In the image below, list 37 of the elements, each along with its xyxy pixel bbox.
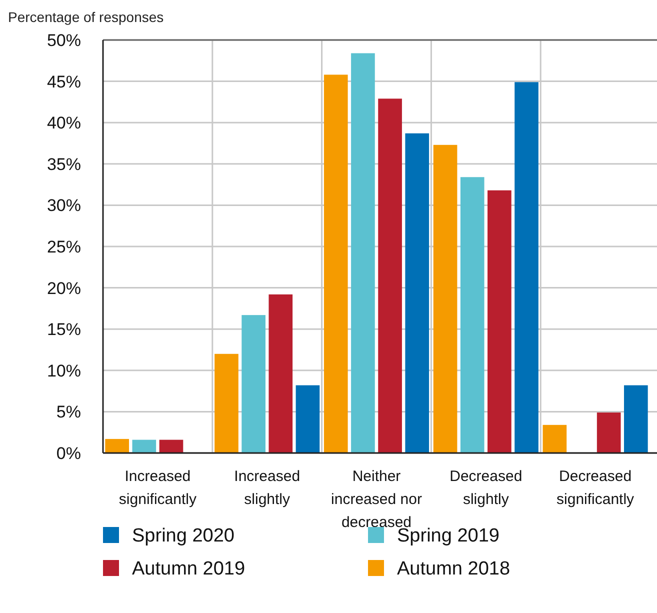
y-tick-label: 25%	[46, 237, 81, 256]
x-tick-label: Increased slightly	[234, 468, 300, 508]
bar	[542, 424, 567, 453]
bar	[433, 144, 458, 453]
bar	[296, 385, 320, 453]
y-tick-label: 20%	[46, 278, 81, 298]
legend-label: Spring 2020	[132, 526, 234, 547]
legend-label: Autumn 2019	[132, 558, 246, 580]
y-tick-label: 10%	[46, 361, 81, 380]
x-tick-label: Decreased significantly	[556, 468, 635, 508]
bar	[242, 315, 266, 453]
bar	[378, 98, 402, 453]
legend-label: Autumn 2018	[397, 558, 510, 580]
y-tick-label: 15%	[46, 320, 81, 340]
y-tick-label: 50%	[46, 30, 81, 50]
y-tick-label: 40%	[46, 114, 81, 133]
y-tick-label: 45%	[46, 72, 81, 92]
bar	[514, 82, 538, 453]
y-tick-label: 30%	[46, 196, 81, 216]
y-axis-title: Percentage of responses	[8, 9, 164, 25]
bar	[624, 385, 648, 453]
bar	[324, 74, 348, 453]
bar	[488, 190, 512, 453]
bar	[268, 294, 293, 453]
y-tick-label: 0%	[56, 444, 81, 463]
x-tick-label: Increased significantly	[118, 468, 197, 508]
bar	[460, 177, 484, 453]
bar	[405, 133, 430, 453]
y-tick-label: 35%	[46, 154, 81, 174]
bar	[159, 440, 184, 453]
bar	[214, 354, 238, 453]
x-tick-label: Decreased slightly	[450, 468, 522, 508]
bar	[596, 412, 621, 453]
bar	[351, 53, 375, 453]
bar	[105, 438, 129, 453]
y-tick-label: 5%	[56, 402, 81, 422]
bar	[132, 440, 156, 453]
